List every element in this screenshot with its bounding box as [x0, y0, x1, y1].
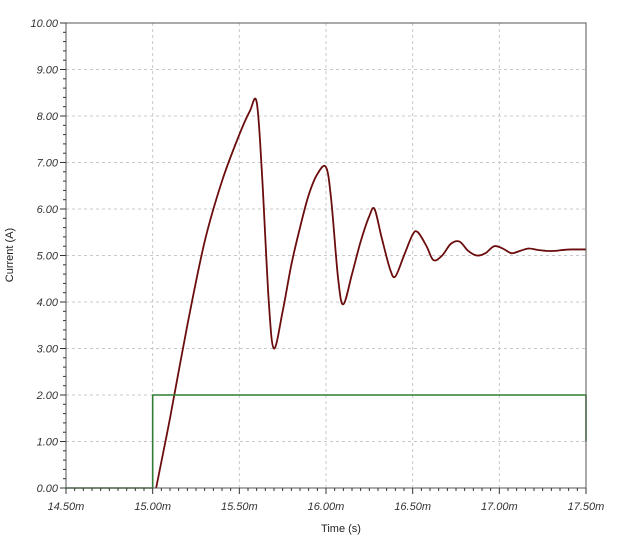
y-tick-label: 7.00	[37, 158, 59, 170]
x-axis-label: Time (s)	[321, 523, 361, 535]
axis-ticks	[60, 22, 587, 494]
x-tick-label: 16.00m	[308, 501, 345, 513]
grid-lines	[66, 23, 586, 488]
y-tick-label: 5.00	[37, 251, 59, 263]
x-tick-label: 14.50m	[48, 501, 85, 513]
x-tick-label: 17.50m	[568, 501, 605, 513]
y-tick-label: 0.00	[37, 483, 59, 495]
x-tick-label: 15.50m	[221, 501, 258, 513]
y-axis-label: Current (A)	[4, 228, 16, 282]
y-tick-label: 4.00	[37, 297, 59, 309]
x-tick-label: 17.00m	[481, 501, 518, 513]
series-line-current	[155, 97, 586, 489]
tick-labels: 14.50m 15.00m 15.50m 16.00m 16.50m 17.00m 17.5…	[30, 18, 604, 513]
y-tick-label: 9.00	[37, 65, 59, 77]
x-tick-label: 15.00m	[134, 501, 171, 513]
y-tick-label: 8.00	[37, 111, 59, 123]
y-tick-label: 1.00	[37, 437, 59, 449]
y-tick-label: 2.00	[36, 390, 59, 402]
x-tick-label: 16.50m	[394, 501, 431, 513]
y-tick-label: 10.00	[30, 18, 58, 30]
y-tick-label: 3.00	[37, 344, 59, 356]
y-tick-label: 6.00	[37, 204, 59, 216]
